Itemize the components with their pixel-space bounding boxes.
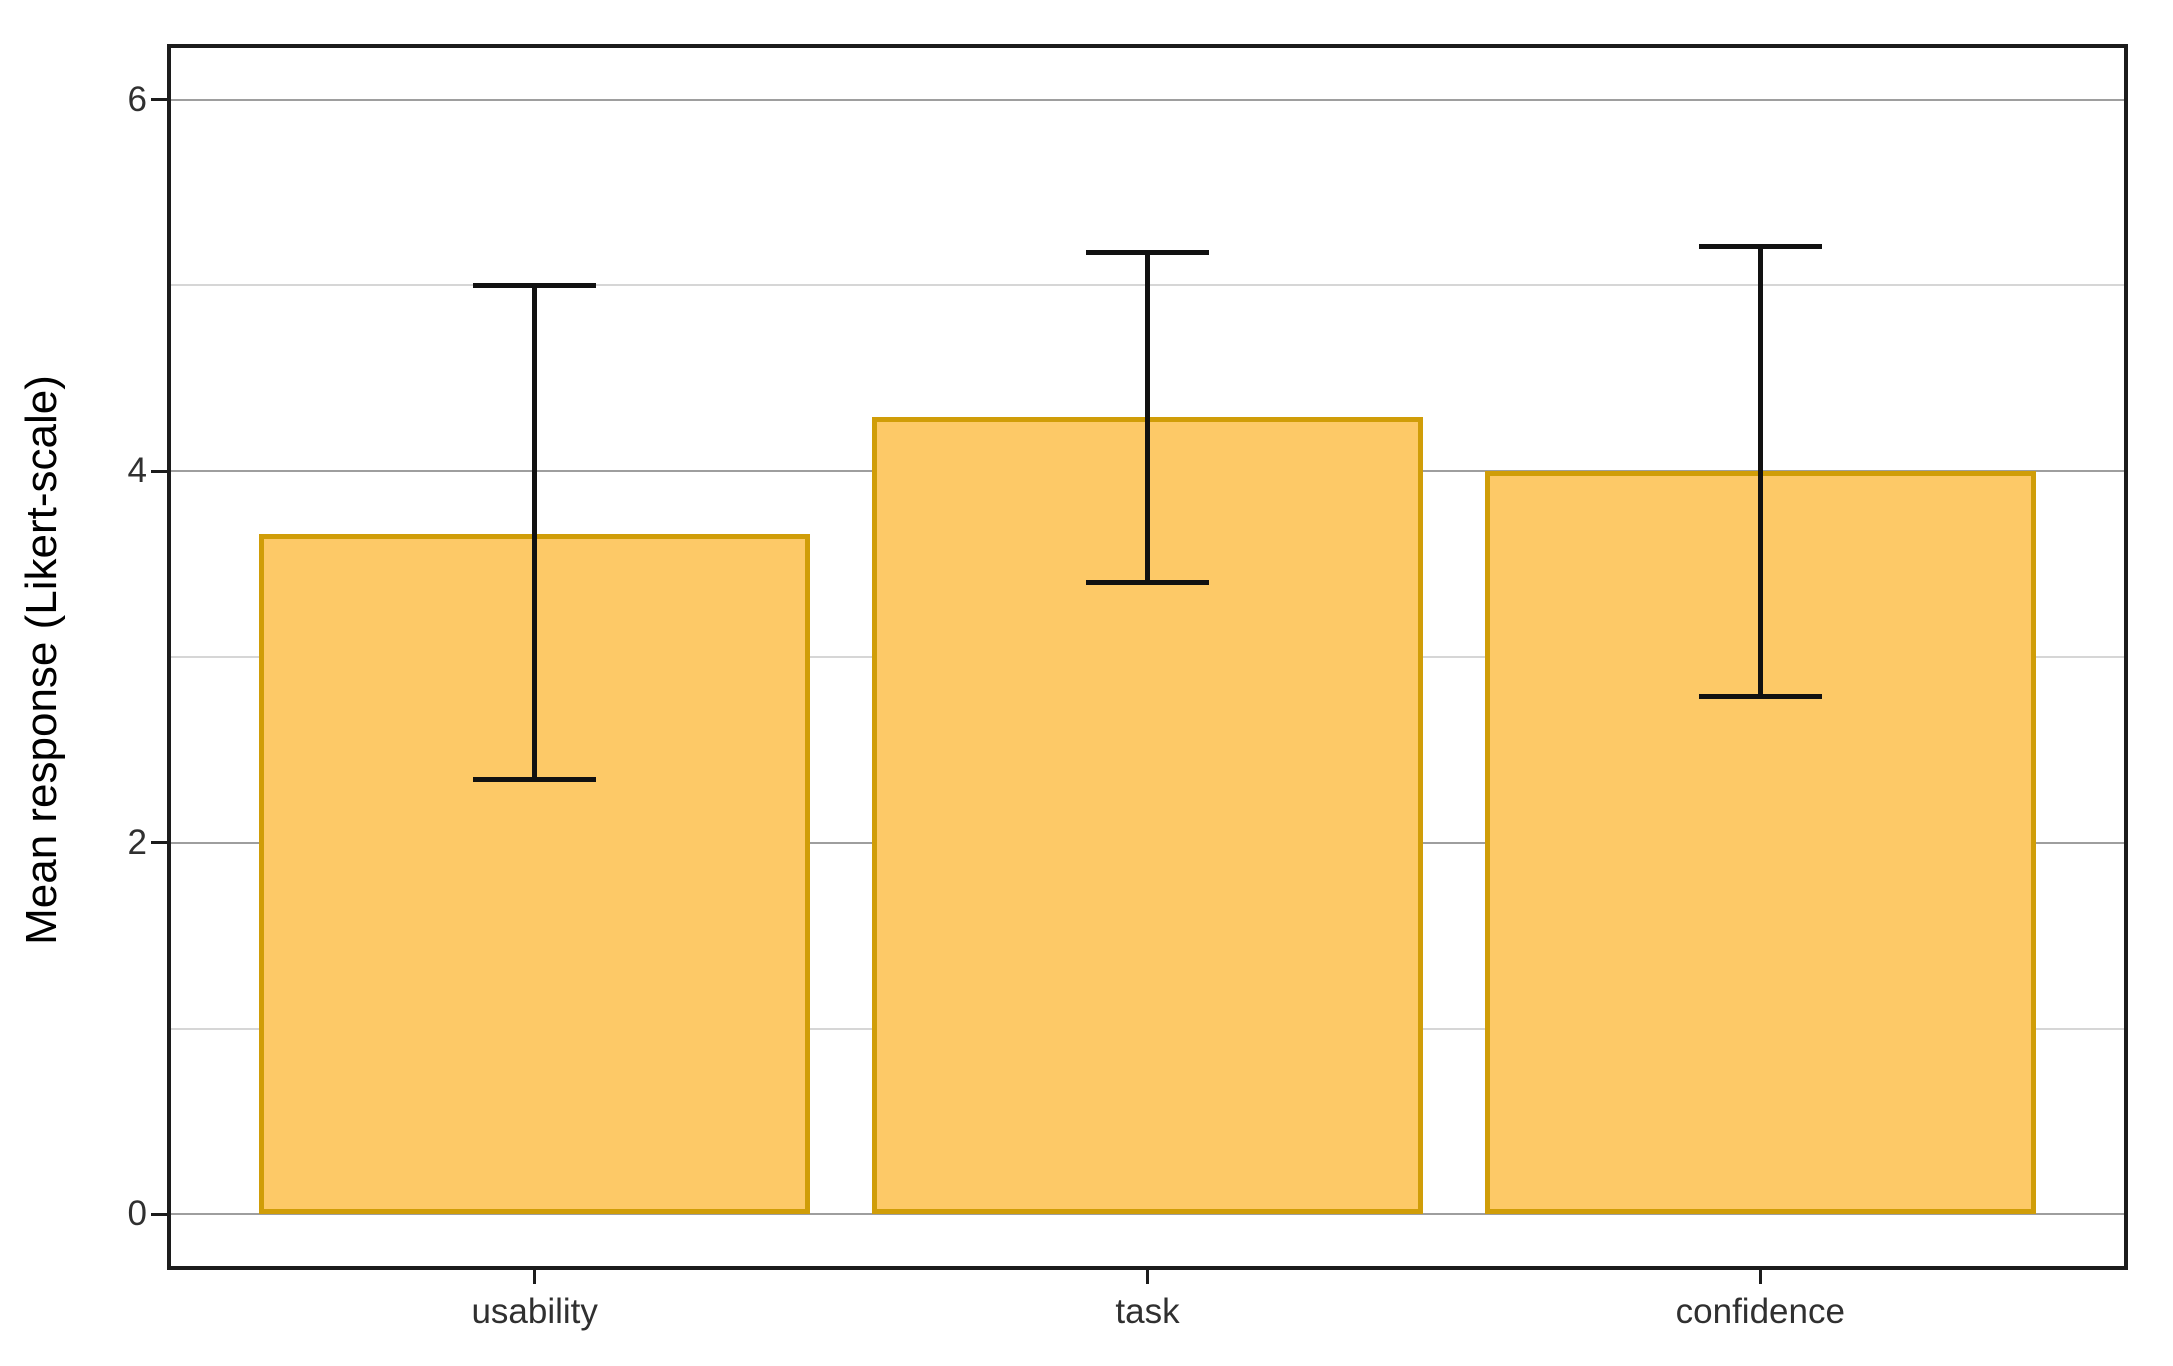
error-line-task	[1145, 252, 1150, 583]
x-tick-mark-usability	[533, 1270, 537, 1284]
x-tick-label-confidence: confidence	[1675, 1292, 1845, 1331]
error-line-confidence	[1757, 246, 1763, 696]
gridline-major-0	[167, 1213, 2128, 1216]
y-tick-label-0: 0	[127, 1194, 147, 1234]
y-tick-label-6: 6	[127, 79, 147, 119]
error-cap-top-usability	[473, 282, 596, 288]
y-tick-mark-4	[151, 469, 167, 473]
error-cap-bottom-confidence	[1699, 693, 1822, 699]
error-cap-bottom-usability	[473, 777, 596, 783]
gridline-major-6	[167, 98, 2128, 101]
y-tick-label-4: 4	[127, 451, 147, 491]
y-tick-mark-6	[151, 98, 167, 102]
error-line-usability	[532, 285, 538, 780]
error-cap-bottom-task	[1086, 580, 1209, 586]
x-tick-label-task: task	[1115, 1292, 1180, 1331]
y-tick-mark-2	[151, 841, 167, 845]
y-tick-label-2: 2	[127, 822, 147, 862]
y-tick-mark-0	[151, 1212, 167, 1216]
error-cap-top-confidence	[1699, 243, 1822, 249]
error-cap-top-task	[1086, 249, 1209, 255]
x-tick-mark-task	[1146, 1270, 1149, 1284]
x-tick-label-usability: usability	[471, 1292, 598, 1331]
x-tick-mark-confidence	[1758, 1270, 1762, 1284]
plot-panel	[167, 44, 2128, 1270]
